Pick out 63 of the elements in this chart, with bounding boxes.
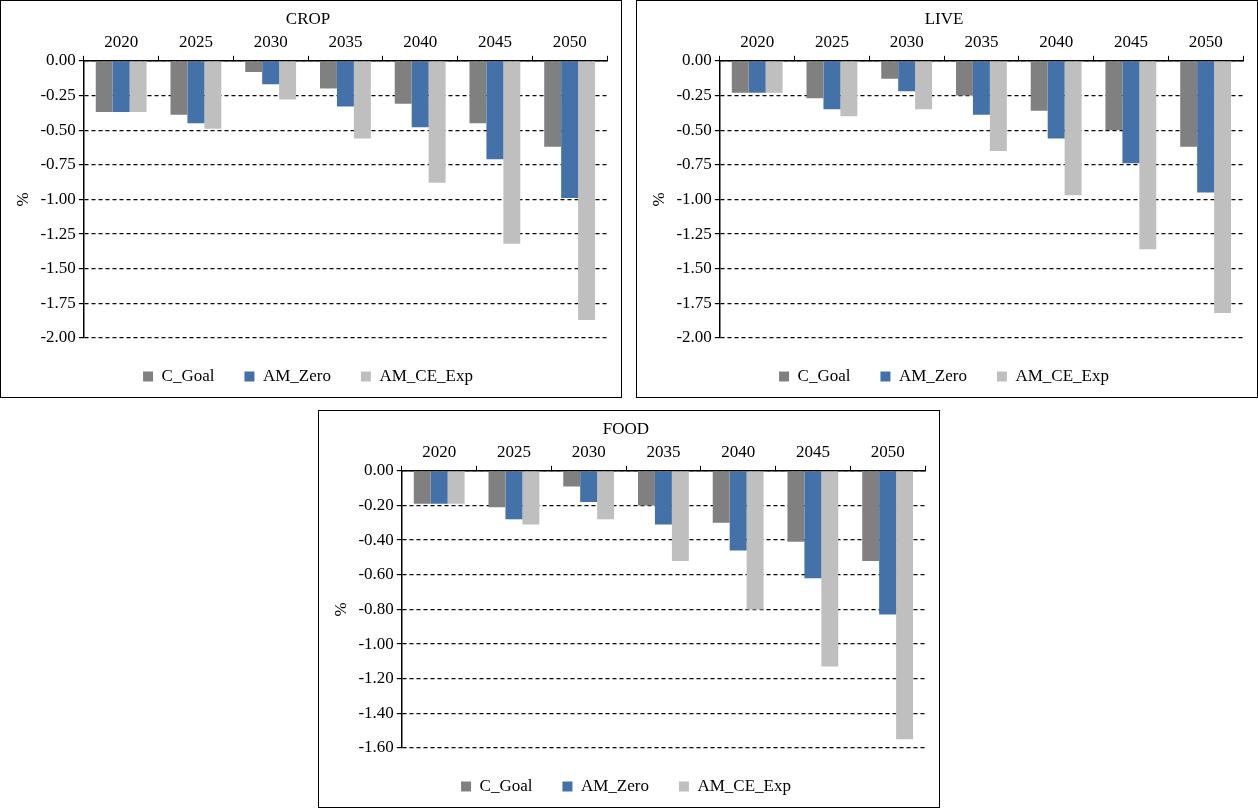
legend-label: C_Goal	[797, 365, 851, 385]
legend-label: C_Goal	[161, 365, 215, 385]
x-tick-label: 2040	[403, 32, 438, 52]
chart-title: LIVE	[924, 8, 964, 28]
legend-label: AM_Zero	[898, 365, 967, 385]
y-tick-label: -1.50	[676, 258, 712, 278]
y-tick-label: -0.80	[358, 598, 394, 618]
y-tick-label: -0.75	[676, 154, 712, 174]
legend-label: AM_CE_Exp	[697, 775, 791, 795]
y-tick-label: -0.25	[676, 84, 712, 104]
x-tick-label: 2045	[1113, 32, 1148, 52]
y-axis-title: %	[330, 602, 350, 617]
y-tick-label: -1.00	[40, 188, 76, 208]
x-tick-label: 2030	[889, 32, 924, 52]
y-tick-label: -1.00	[676, 188, 712, 208]
y-tick-label: -0.40	[358, 529, 394, 549]
legend-label: AM_CE_Exp	[379, 365, 473, 385]
legend-label: AM_Zero	[580, 775, 649, 795]
y-tick-label: 0.00	[364, 460, 394, 480]
y-tick-label: -1.00	[358, 633, 394, 653]
y-tick-label: -1.75	[40, 292, 76, 312]
x-tick-label: 2050	[1188, 32, 1223, 52]
y-tick-label: 0.00	[46, 50, 76, 70]
x-tick-label: 2050	[552, 32, 587, 52]
x-tick-label: 2040	[1039, 32, 1074, 52]
chart-title: CROP	[285, 8, 331, 28]
y-tick-label: -0.25	[40, 84, 76, 104]
y-tick-label: 0.00	[682, 50, 712, 70]
y-tick-label: -0.75	[40, 154, 76, 174]
y-tick-label: -0.50	[40, 119, 76, 139]
y-axis-title: %	[648, 192, 668, 207]
y-tick-label: -1.60	[358, 737, 394, 757]
y-tick-label: -0.20	[358, 494, 394, 514]
x-tick-label: 2030	[253, 32, 288, 52]
x-tick-label: 2025	[496, 442, 531, 462]
y-tick-label: -0.60	[358, 564, 394, 584]
y-tick-label: -1.40	[358, 702, 394, 722]
y-tick-label: -1.75	[676, 292, 712, 312]
y-tick-label: -1.25	[40, 223, 76, 243]
y-axis-title: %	[12, 192, 32, 207]
y-tick-label: -1.20	[358, 668, 394, 688]
legend-label: AM_Zero	[262, 365, 331, 385]
x-tick-label: 2035	[328, 32, 363, 52]
x-tick-label: 2050	[870, 442, 905, 462]
legend-label: C_Goal	[479, 775, 533, 795]
y-tick-label: -2.00	[676, 327, 712, 347]
x-tick-label: 2020	[740, 32, 775, 52]
y-tick-label: -0.50	[676, 119, 712, 139]
x-tick-label: 2035	[964, 32, 999, 52]
x-tick-label: 2025	[178, 32, 213, 52]
x-tick-label: 2035	[646, 442, 681, 462]
y-tick-label: -1.25	[676, 223, 712, 243]
x-tick-label: 2040	[721, 442, 756, 462]
chart-title: FOOD	[602, 418, 650, 438]
y-tick-label: -1.50	[40, 258, 76, 278]
x-tick-label: 2045	[795, 442, 830, 462]
legend-label: AM_CE_Exp	[1015, 365, 1109, 385]
x-tick-label: 2045	[477, 32, 512, 52]
x-tick-label: 2030	[571, 442, 606, 462]
y-tick-label: -2.00	[40, 327, 76, 347]
x-tick-label: 2025	[814, 32, 849, 52]
x-tick-label: 2020	[104, 32, 139, 52]
x-tick-label: 2020	[422, 442, 457, 462]
